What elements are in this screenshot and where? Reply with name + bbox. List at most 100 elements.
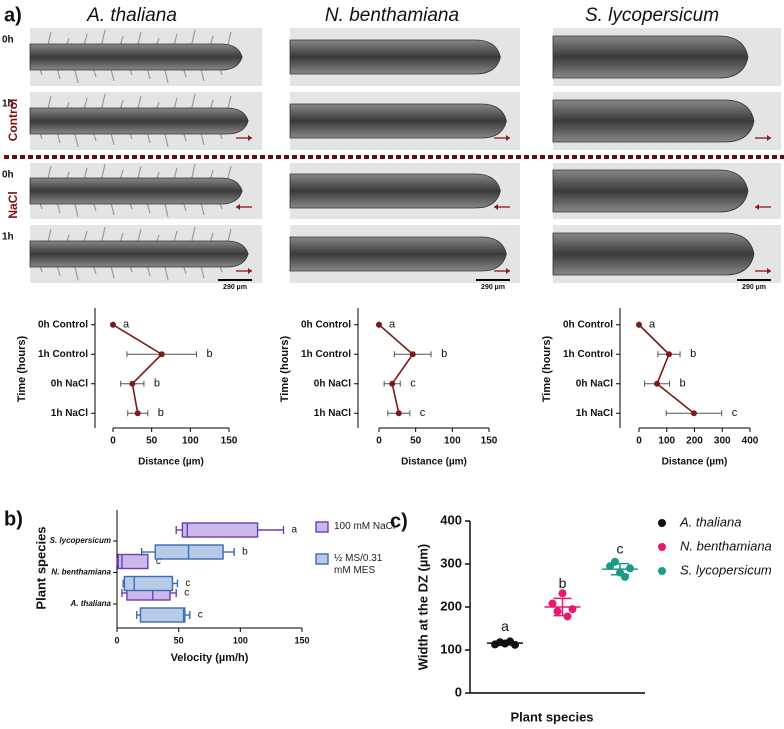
row-label: 1h (2, 99, 14, 110)
legend-label: 100 mM NaCl (334, 521, 396, 532)
y-tick-label: 0h NaCl (576, 378, 613, 389)
line (638, 324, 695, 414)
significance-letter: a (389, 319, 396, 331)
root (552, 99, 755, 143)
legend-label: A. thaliana (679, 514, 741, 529)
significance-letter: a (501, 618, 509, 634)
root (289, 103, 507, 139)
significance-letter: c (410, 378, 416, 390)
x-tick-label: 150 (221, 436, 238, 447)
y-tick-label: 0h NaCl (51, 378, 88, 389)
point (690, 410, 697, 417)
y-tick-label: 0h NaCl (314, 378, 351, 389)
y-tick-label: A. thaliana (70, 599, 112, 608)
row-label: 1h (2, 232, 14, 243)
point (553, 607, 562, 616)
point (611, 557, 619, 566)
box (139, 607, 186, 623)
x-tick-label: 150 (294, 635, 309, 645)
x-tick-label: 0 (636, 436, 642, 447)
point (376, 321, 382, 328)
panel-label: a) (4, 4, 22, 26)
significance-letter: c (420, 407, 426, 419)
y-tick-label: 100 (440, 641, 462, 656)
legend-marker (658, 543, 666, 551)
box (123, 575, 174, 592)
point (395, 410, 402, 417)
box (181, 522, 259, 538)
box (117, 553, 149, 570)
y-axis-title: Time (hours) (541, 335, 553, 402)
y-tick-label: 200 (440, 598, 462, 613)
arrow-head (248, 268, 252, 274)
y-axis-title: Plant species (33, 526, 48, 609)
legend-label: S. lycopersicum (680, 562, 772, 577)
y-tick-label: 1h NaCl (576, 408, 613, 419)
y-tick-label: 1h Control (301, 349, 351, 360)
y-tick-label: 1h Control (38, 349, 88, 360)
significance-letter: b (441, 348, 447, 360)
x-axis-title: Distance (µm) (662, 457, 728, 468)
y-tick-label: N. benthamiana (51, 568, 111, 577)
point (110, 321, 116, 328)
x-tick-label: 100 (658, 436, 675, 447)
significance-letter: a (292, 525, 298, 536)
scale-bar-label: 290 µm (742, 284, 766, 291)
root (29, 107, 249, 135)
point (665, 351, 672, 358)
significance-letter: a (649, 319, 656, 331)
scale-bar-label: 290 µm (481, 284, 505, 291)
significance-letter: c (156, 556, 161, 567)
significance-letter: b (154, 378, 160, 390)
x-tick-label: 100 (233, 635, 248, 645)
x-tick-label: 0 (376, 436, 382, 447)
y-axis-title: Time (hours) (16, 335, 28, 402)
y-tick-label: 400 (440, 512, 462, 527)
root (552, 169, 749, 213)
significance-letter: c (184, 588, 189, 599)
y-tick-label: 0 (455, 684, 462, 699)
point (389, 380, 396, 387)
root (29, 177, 243, 205)
point (654, 380, 661, 387)
significance-letter: b (690, 348, 696, 360)
legend-marker (658, 567, 666, 575)
y-tick-label: 1h NaCl (51, 408, 88, 419)
arrow-head (506, 135, 510, 141)
panel-label: b) (4, 508, 23, 530)
row-label: 0h (2, 170, 14, 181)
point (409, 351, 416, 358)
significance-letter: c (185, 578, 190, 589)
x-tick-label: 0 (114, 635, 119, 645)
legend-label: ½ MS/0.31 mM MES (334, 553, 383, 576)
arrow-head (236, 204, 240, 210)
point (134, 410, 141, 417)
significance-letter: b (680, 378, 686, 390)
x-axis-title: Distance (µm) (138, 457, 204, 468)
x-tick-label: 100 (182, 436, 199, 447)
root (289, 236, 507, 272)
row-label: 0h (2, 35, 14, 46)
legend-swatch (315, 553, 329, 565)
significance-letter: a (123, 319, 130, 331)
significance-letter: b (242, 547, 248, 558)
y-axis-title: Time (hours) (279, 335, 291, 402)
y-tick-label: 300 (440, 555, 462, 570)
y-axis-title: Width at the DZ (µm) (415, 544, 430, 671)
y-tick-label: 0h Control (301, 319, 351, 330)
significance-letter: c (198, 610, 203, 621)
line (378, 324, 414, 414)
point (636, 321, 642, 328)
scale-bar-label: 290 µm (223, 284, 247, 291)
line (112, 324, 164, 414)
arrow-head (767, 135, 771, 141)
condition-label: NaCl (6, 191, 20, 218)
y-tick-label: 0h Control (563, 319, 613, 330)
y-tick-label: 0h Control (38, 319, 88, 330)
x-tick-label: 200 (686, 436, 703, 447)
root (289, 173, 501, 209)
panel-label: c) (390, 510, 408, 532)
x-tick-label: 50 (174, 635, 184, 645)
